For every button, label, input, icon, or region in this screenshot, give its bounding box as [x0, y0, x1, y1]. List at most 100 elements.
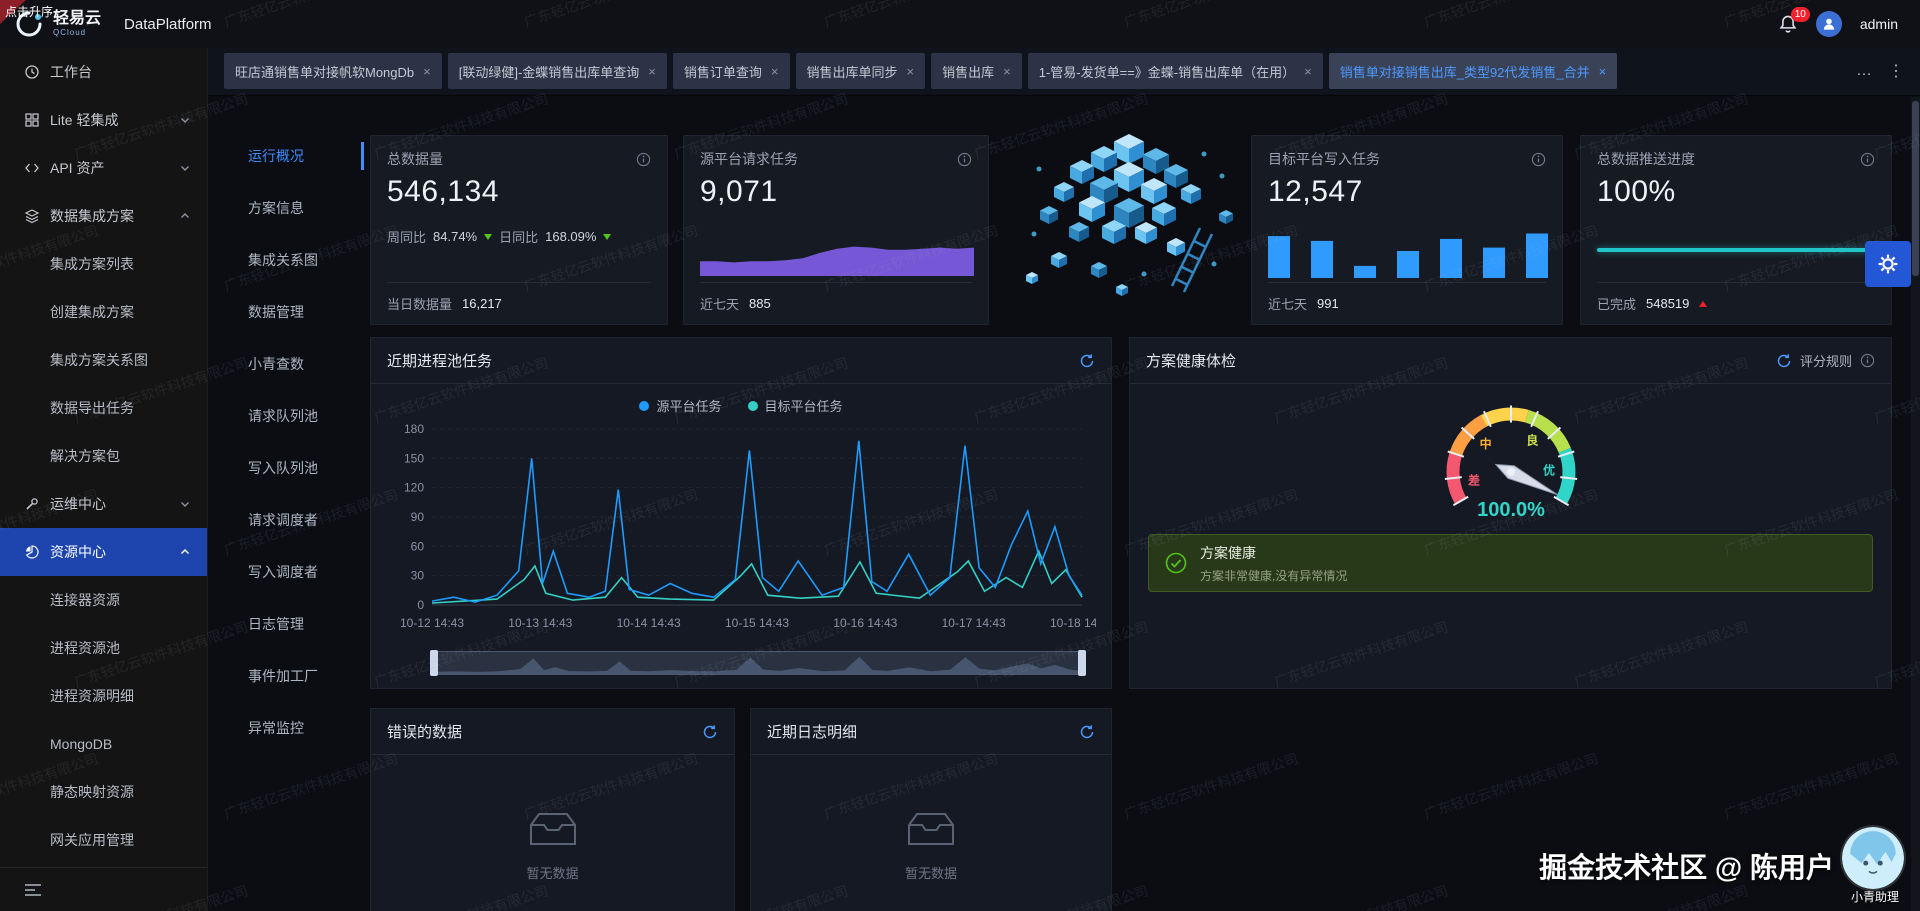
user-avatar[interactable] — [1815, 11, 1842, 37]
settings-gear-button[interactable] — [1865, 241, 1911, 287]
submenu-item-10[interactable]: 事件加工厂 — [248, 668, 318, 684]
tab-0[interactable]: 旺店通销售单对接帆软MongDb × — [224, 53, 442, 89]
tabs-menu-button[interactable]: ⋮ — [1888, 63, 1904, 80]
tab-close-icon[interactable]: × — [770, 63, 779, 79]
sidebar-item-4[interactable]: 运维中心 — [0, 480, 207, 528]
refresh-icon[interactable] — [1776, 353, 1792, 369]
info-icon[interactable] — [1860, 152, 1875, 167]
api-icon — [24, 160, 40, 176]
logo-text: 轻易云 QCloud — [53, 11, 101, 37]
panel-head-actions: 评分规则 — [1776, 351, 1875, 370]
tab-4[interactable]: 销售出库 × — [931, 53, 1022, 89]
sidebar-collapse-button[interactable] — [0, 867, 207, 911]
sidebar-item-5[interactable]: 资源中心 — [0, 528, 207, 576]
chevron-down-icon — [179, 114, 191, 126]
tab-label: 销售单对接销售出库_类型92代发销售_合并 — [1339, 64, 1590, 80]
health-check-panel: 方案健康体检 评分规则 差 中 良优 100.0% 方案健康 — [1129, 337, 1892, 689]
tab-6[interactable]: 销售单对接销售出库_类型92代发销售_合并 × — [1328, 53, 1618, 89]
legend-item-1[interactable]: 目标平台任务 — [747, 396, 843, 415]
sidebar-subitem-3-3[interactable]: 数据导出任务 — [50, 400, 134, 416]
svg-text:10-17 14:43: 10-17 14:43 — [942, 616, 1006, 630]
info-icon[interactable] — [1531, 152, 1546, 167]
chevron-up-icon — [179, 210, 191, 222]
submenu-item-3[interactable]: 数据管理 — [248, 304, 304, 320]
legend-item-0[interactable]: 源平台任务 — [639, 396, 722, 415]
footer-value: 548519 — [1646, 296, 1690, 311]
tab-close-icon[interactable]: × — [1598, 63, 1607, 79]
submenu-item-2[interactable]: 集成关系图 — [248, 252, 318, 268]
tabbar: 旺店通销售单对接帆软MongDb × [联动绿健]-金蝶销售出库单查询 × 销售订单查询… — [0, 48, 1920, 96]
tab-2[interactable]: 销售订单查询 × — [672, 53, 790, 89]
tab-close-icon[interactable]: × — [1003, 63, 1011, 79]
brush-handle-right[interactable] — [1078, 650, 1086, 676]
username[interactable]: admin — [1859, 16, 1898, 32]
sidebar-item-label: Lite 轻集成 — [50, 112, 119, 128]
sidebar-item-1[interactable]: Lite 轻集成 — [0, 96, 207, 144]
brand[interactable]: 轻易云 QCloud DataPlatform — [14, 9, 212, 39]
submenu-item-9[interactable]: 日志管理 — [248, 616, 304, 632]
scrollbar[interactable] — [1911, 97, 1920, 911]
notifications-button[interactable]: 10 — [1778, 7, 1810, 34]
tab-close-icon[interactable]: × — [1304, 63, 1312, 79]
refresh-icon[interactable] — [1079, 724, 1095, 740]
tab-close-icon[interactable]: × — [423, 63, 431, 79]
workbench-icon — [24, 64, 40, 80]
sidebar-item-2[interactable]: API 资产 — [0, 144, 207, 192]
trend-down-icon — [603, 233, 612, 240]
scoring-rules-link[interactable]: 评分规则 — [1799, 354, 1852, 369]
info-icon[interactable] — [636, 152, 651, 167]
empty-text: 暂无数据 — [526, 866, 579, 881]
submenu-item-6[interactable]: 写入队列池 — [248, 460, 318, 476]
tabs-more-button[interactable]: … — [1856, 62, 1872, 79]
submenu-item-1[interactable]: 方案信息 — [248, 200, 304, 216]
svg-text:100.0%: 100.0% — [1477, 499, 1545, 521]
tab-1[interactable]: [联动绿健]-金蝶销售出库单查询 × — [447, 53, 667, 89]
community-watermark: 掘金技术社区 @ 陈用户 小青助理 — [1539, 827, 1908, 905]
sidebar-subitem-5-2[interactable]: 进程资源明细 — [50, 688, 134, 704]
assistant-avatar[interactable] — [1842, 827, 1904, 889]
line-chart: 0 30 60 90 120 150 180 10-12 14:43 10-13 14:43 10… — [400, 422, 1096, 630]
stat-footer: 已完成 548519 — [1597, 282, 1875, 324]
info-icon[interactable] — [957, 152, 972, 167]
health-status-text: 方案健康 方案非常健康,没有异常情况 — [1200, 543, 1347, 584]
progress-line — [1597, 248, 1871, 252]
svg-text:90: 90 — [411, 510, 425, 524]
tab-5[interactable]: 1-管易-发货单==》金蝶-销售出库单（在用） × — [1027, 53, 1323, 89]
brush-handle-left[interactable] — [430, 650, 438, 676]
refresh-icon[interactable] — [702, 724, 718, 740]
sidebar-item-0[interactable]: 工作台 — [0, 48, 207, 96]
tab-close-icon[interactable]: × — [648, 63, 656, 79]
svg-text:优: 优 — [1542, 463, 1554, 478]
info-icon[interactable] — [1860, 353, 1875, 368]
topbar: 轻易云 QCloud DataPlatform 10 admin — [0, 0, 1920, 48]
tab-label: [联动绿健]-金蝶销售出库单查询 — [458, 64, 640, 80]
sidebar-subitem-3-0[interactable]: 集成方案列表 — [50, 256, 134, 272]
health-gauge: 差 中 良优 100.0% — [1130, 386, 1891, 541]
metric-value: 84.74% — [433, 229, 478, 244]
sidebar-subitem-5-0[interactable]: 连接器资源 — [50, 592, 120, 608]
empty-state: 暂无数据 — [371, 755, 734, 882]
submenu-item-4[interactable]: 小青查数 — [248, 356, 304, 372]
submenu-item-5[interactable]: 请求队列池 — [248, 408, 318, 424]
sidebar-subitem-5-1[interactable]: 进程资源池 — [50, 640, 120, 656]
tab-close-icon[interactable]: × — [906, 63, 915, 79]
chart-brush[interactable] — [430, 650, 1086, 676]
sidebar-subitem-5-5[interactable]: 网关应用管理 — [50, 832, 134, 848]
trend-up-icon — [1699, 300, 1708, 307]
stat-footer: 当日数据量 16,217 — [387, 282, 651, 324]
sidebar-subitem-5-3[interactable]: MongoDB — [50, 736, 113, 752]
stat-card-push-progress: 总数据推送进度 100% 已完成 548519 — [1580, 135, 1892, 325]
sidebar-subitem-3-1[interactable]: 创建集成方案 — [50, 304, 134, 320]
submenu-item-0[interactable]: 运行概况 — [208, 130, 364, 182]
sidebar-subitem-5-4[interactable]: 静态映射资源 — [50, 784, 134, 800]
submenu-item-7[interactable]: 请求调度者 — [248, 512, 318, 528]
submenu-item-8[interactable]: 写入调度者 — [248, 564, 318, 580]
sidebar-subitem-3-2[interactable]: 集成方案关系图 — [50, 352, 148, 368]
sidebar-item-label: 资源中心 — [50, 544, 106, 560]
scrollbar-thumb[interactable] — [1912, 101, 1919, 276]
sidebar-subitem-3-4[interactable]: 解决方案包 — [50, 448, 120, 464]
tab-3[interactable]: 销售出库单同步 × — [795, 53, 926, 89]
refresh-icon[interactable] — [1079, 353, 1095, 369]
submenu-item-11[interactable]: 异常监控 — [248, 720, 304, 736]
sidebar-item-3[interactable]: 数据集成方案 — [0, 192, 207, 240]
